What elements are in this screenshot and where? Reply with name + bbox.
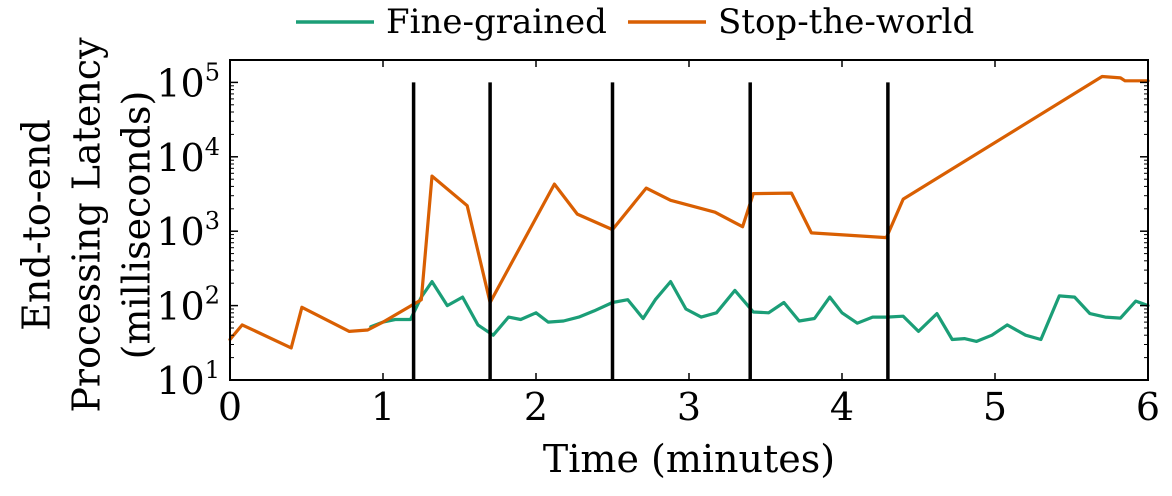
x-tick-label: 3 — [677, 385, 701, 429]
x-axis-label: Time (minutes) — [543, 437, 835, 481]
plot-frame — [229, 59, 1149, 381]
y-tick-label: 105 — [156, 58, 220, 105]
y-tick-label: 103 — [156, 207, 220, 254]
y-tick-label: 102 — [156, 282, 220, 329]
y-axis-label-line: (milliseconds) — [115, 91, 159, 360]
y-tick-label-exponent: 3 — [205, 207, 220, 235]
x-tick-label: 2 — [524, 385, 548, 429]
series-line-stop-the-world — [228, 74, 1150, 350]
legend-label: Fine-grained — [386, 2, 607, 42]
y-tick-label-exponent: 4 — [205, 133, 220, 161]
series-layer — [228, 74, 1150, 350]
y-tick-label: 101 — [156, 356, 220, 403]
axes — [229, 59, 1149, 381]
y-tick-label-exponent: 1 — [205, 356, 220, 384]
x-tick-label: 0 — [218, 385, 242, 429]
y-tick-label-base: 10 — [156, 210, 204, 254]
legend-label: Stop-the-world — [718, 2, 974, 42]
x-tick-label: 1 — [371, 385, 395, 429]
x-tick-label: 4 — [830, 385, 854, 429]
y-axis-label-line: Processing Latency — [65, 37, 109, 413]
y-tick-label-base: 10 — [156, 285, 204, 329]
y-tick-label: 104 — [156, 133, 220, 180]
vertical-markers — [411, 82, 890, 380]
x-tick-label: 6 — [1136, 385, 1160, 429]
y-tick-label-base: 10 — [156, 136, 204, 180]
y-tick-label-base: 10 — [156, 359, 204, 403]
x-tick-label: 5 — [983, 385, 1007, 429]
y-tick-label-base: 10 — [156, 61, 204, 105]
series-line-fine-grained — [369, 280, 1150, 343]
y-axis-label-line: End-to-end — [15, 119, 59, 331]
y-tick-label-exponent: 5 — [205, 58, 220, 86]
y-tick-label-exponent: 2 — [205, 282, 220, 310]
legend: Fine-grained Stop-the-world — [296, 2, 974, 42]
